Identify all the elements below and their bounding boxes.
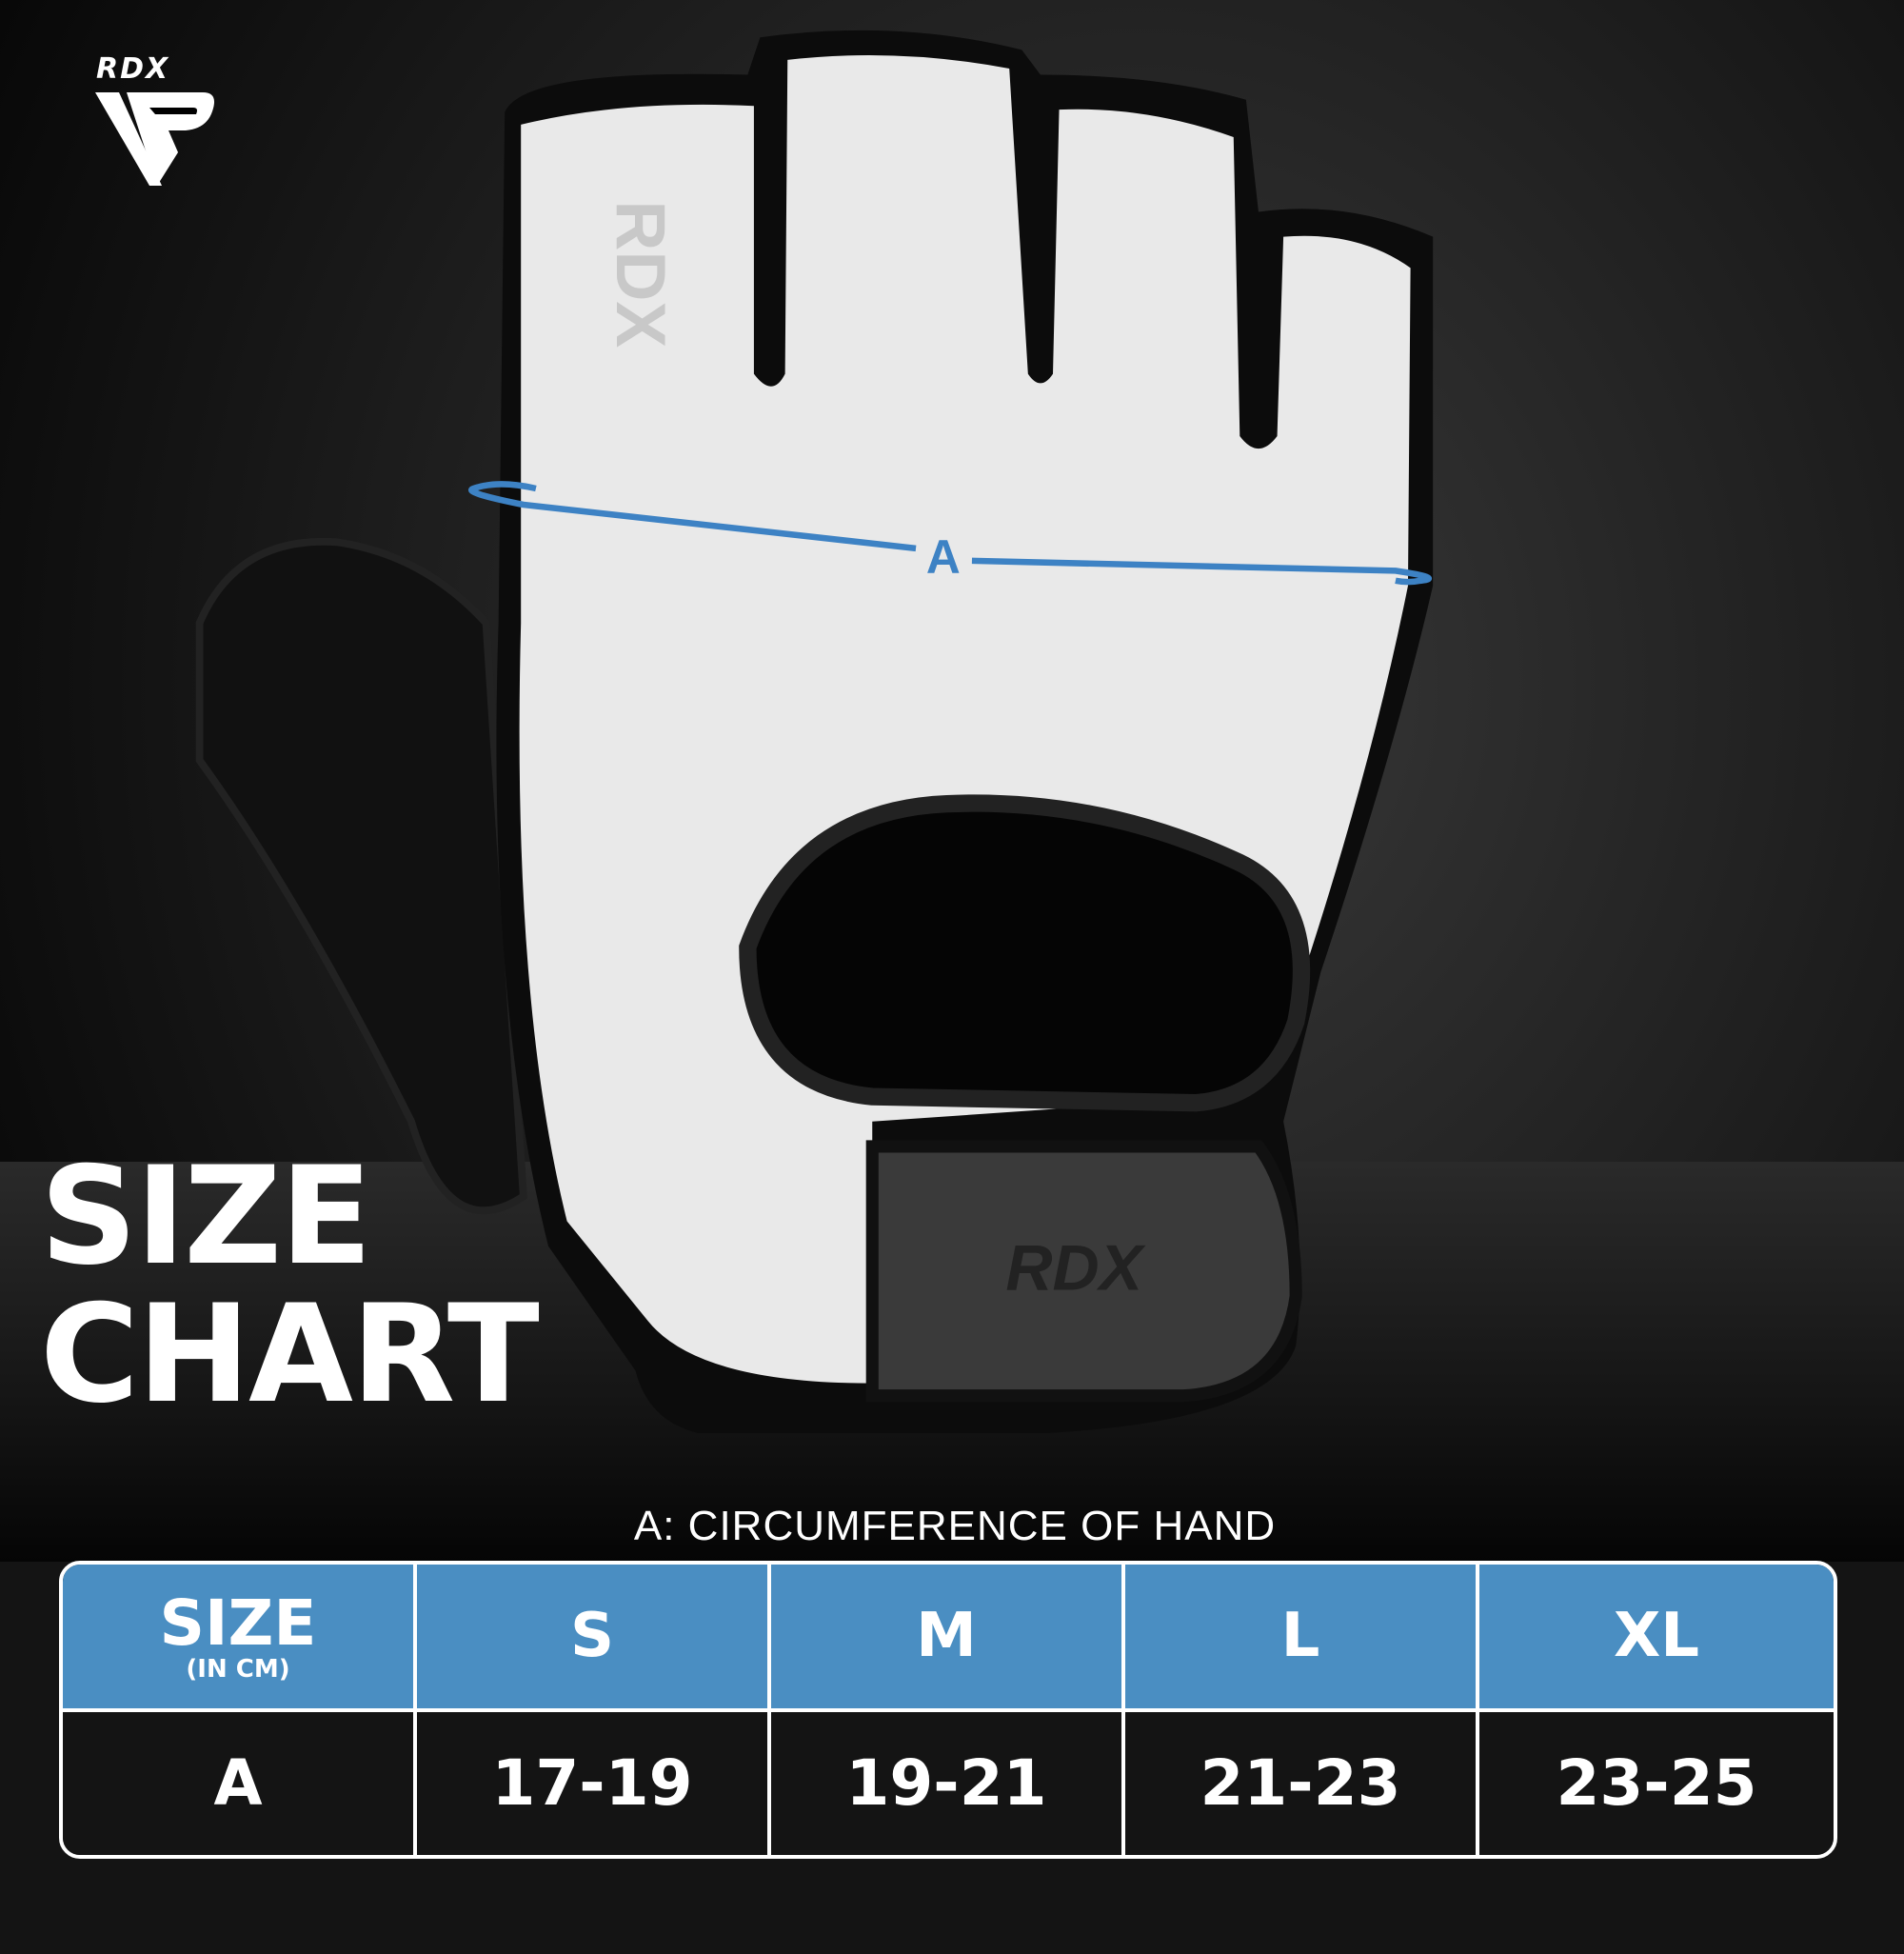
rdx-logo: RDX: [90, 52, 224, 195]
value-xl: 23-25: [1479, 1711, 1834, 1855]
header-size-xl: XL: [1479, 1565, 1834, 1712]
header-size-m: M: [771, 1565, 1125, 1712]
size-table: SIZE (IN CM) S M L XL A 17-19 19-21 21-2…: [59, 1561, 1837, 1859]
title-line-1: SIZE: [40, 1138, 372, 1295]
circumference-line: [468, 481, 917, 552]
table-header-row: SIZE (IN CM) S M L XL: [63, 1565, 1834, 1712]
logo-mark-icon: [95, 92, 215, 186]
glove-back-opening: [739, 794, 1311, 1112]
header-size-label: SIZE: [159, 1586, 317, 1661]
value-s: 17-19: [417, 1711, 771, 1855]
title-line-2: CHART: [40, 1276, 540, 1433]
row-label: A: [63, 1711, 417, 1855]
measure-marker-a: A: [926, 530, 961, 584]
strap-logo: RDX: [1005, 1231, 1145, 1304]
value-m: 19-21: [771, 1711, 1125, 1855]
glove-thumb: [195, 537, 527, 1215]
table-row: A 17-19 19-21 21-23 23-25: [63, 1711, 1834, 1855]
header-size-l: L: [1125, 1565, 1479, 1712]
header-size-cell: SIZE (IN CM): [63, 1565, 417, 1712]
value-l: 21-23: [1125, 1711, 1479, 1855]
mesh-logo: RDX: [602, 201, 680, 349]
header-size-s: S: [417, 1565, 771, 1712]
glove-strap: [865, 1140, 1302, 1403]
measurement-caption: A: CIRCUMFERENCE OF HAND: [633, 1503, 1277, 1549]
logo-text: RDX: [96, 52, 170, 86]
header-unit-label: (IN CM): [186, 1655, 290, 1685]
page-title: SIZE CHART: [40, 1138, 540, 1433]
